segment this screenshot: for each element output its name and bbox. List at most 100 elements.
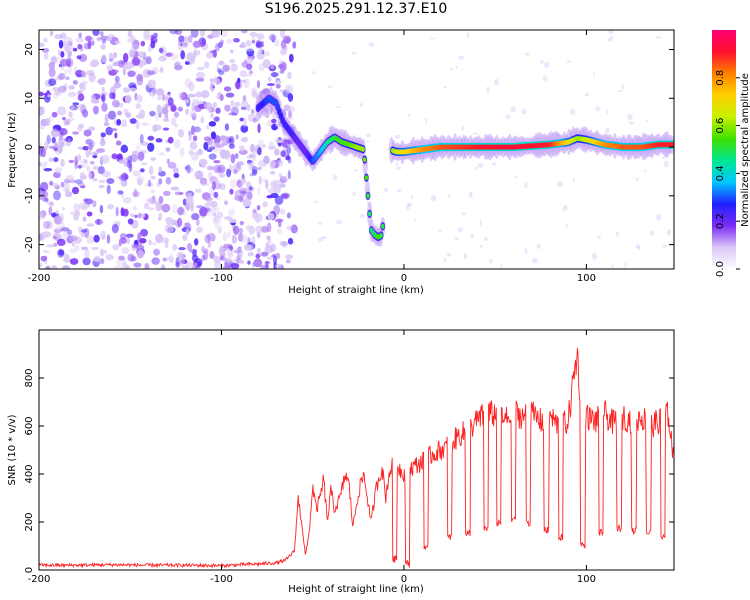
noise-blob — [240, 124, 249, 133]
noise-blob — [274, 80, 282, 85]
noise-blob — [284, 84, 294, 94]
noise-blob — [68, 111, 73, 118]
noise-blob — [79, 53, 88, 63]
noise-blob — [280, 150, 286, 158]
noise-blob — [175, 257, 180, 267]
noise-blob — [155, 112, 159, 122]
noise-blob — [203, 61, 210, 69]
noise-blob — [314, 200, 319, 203]
noise-blob — [193, 41, 201, 49]
noise-blob — [237, 232, 244, 242]
noise-blob — [209, 82, 215, 92]
spectrogram-y-label: Frequency (Hz) — [7, 112, 18, 188]
noise-blob — [130, 154, 138, 163]
noise-blob — [273, 204, 281, 215]
noise-blob — [287, 92, 294, 102]
noise-blob — [280, 48, 287, 55]
noise-blob — [51, 111, 58, 118]
noise-blob — [212, 212, 217, 217]
noise-blob — [203, 248, 209, 254]
noise-blob — [195, 77, 205, 82]
noise-blob — [145, 56, 152, 65]
ridge-core — [364, 175, 369, 181]
noise-blob — [114, 220, 120, 225]
noise-blob — [42, 231, 51, 238]
noise-blob — [209, 78, 214, 83]
spectrogram-x-label: Height of straight line (km) — [288, 285, 424, 296]
noise-blob — [173, 167, 179, 175]
noise-blob — [127, 155, 133, 164]
snr-y-ticks: 0 200 400 600 800 — [24, 368, 674, 573]
noise-blob — [39, 210, 47, 218]
noise-blob — [60, 221, 65, 231]
noise-blob — [86, 70, 95, 76]
noise-blob — [130, 213, 135, 218]
noise-blob — [60, 181, 65, 188]
noise-blob — [122, 196, 132, 204]
noise-blob — [500, 264, 503, 269]
noise-blob — [191, 265, 196, 269]
noise-blob — [63, 37, 73, 44]
noise-blob — [253, 258, 263, 268]
noise-blob — [78, 32, 82, 39]
noise-blob — [77, 43, 83, 50]
noise-blob — [77, 103, 86, 111]
noise-blob — [249, 31, 258, 37]
snr-frame — [38, 329, 675, 571]
noise-blob — [196, 149, 204, 156]
noise-blob — [73, 202, 81, 212]
noise-blob — [214, 206, 220, 213]
noise-blob — [139, 238, 147, 244]
noise-blob — [468, 191, 473, 198]
noise-blob — [109, 58, 114, 62]
noise-blob — [80, 229, 88, 233]
noise-blob — [410, 194, 414, 200]
noise-blob — [97, 165, 105, 175]
noise-blob — [158, 152, 165, 156]
noise-blob — [60, 32, 67, 40]
noise-blob — [455, 65, 458, 69]
noise-blob — [58, 39, 64, 49]
noise-blob — [81, 232, 86, 238]
ridge-core — [274, 100, 278, 106]
noise-blob — [193, 262, 198, 267]
noise-blob — [162, 118, 170, 122]
noise-blob — [135, 119, 140, 130]
noise-blob — [215, 78, 221, 85]
noise-blob — [131, 150, 138, 156]
noise-blob — [190, 30, 199, 38]
noise-blob — [146, 70, 156, 76]
ridge-core — [367, 211, 372, 217]
noise-blob — [82, 257, 91, 266]
noise-blob — [241, 30, 248, 34]
noise-blob — [275, 252, 281, 260]
noise-blob — [239, 259, 244, 264]
noise-blob — [274, 218, 284, 223]
noise-blob — [606, 38, 611, 42]
noise-blob — [286, 212, 291, 219]
noise-blob — [206, 232, 216, 242]
noise-blob — [220, 30, 229, 38]
noise-blob — [267, 212, 275, 221]
noise-blob — [77, 93, 85, 102]
noise-blob — [203, 136, 212, 142]
noise-blob — [51, 54, 57, 63]
snr-series-line — [39, 348, 674, 569]
noise-blob — [283, 104, 291, 112]
noise-blob — [240, 41, 246, 48]
noise-blob — [230, 262, 240, 269]
noise-blob — [100, 43, 106, 50]
noise-blob — [274, 38, 280, 47]
noise-blob — [170, 53, 179, 61]
noise-blob — [443, 257, 447, 264]
noise-blob — [643, 169, 647, 172]
noise-blob — [128, 49, 136, 58]
noise-blob — [159, 69, 163, 73]
noise-blob — [210, 131, 217, 140]
noise-blob — [215, 141, 221, 148]
noise-blob — [246, 190, 253, 201]
noise-blob — [179, 147, 185, 158]
noise-blob — [196, 71, 205, 79]
noise-blob — [190, 108, 197, 118]
spectrogram-noise — [39, 30, 672, 269]
